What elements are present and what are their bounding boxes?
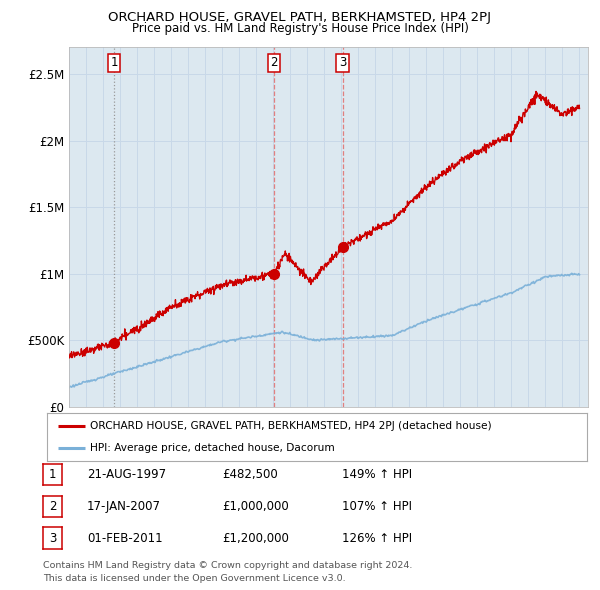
Text: 2: 2 xyxy=(270,56,278,69)
Text: 2: 2 xyxy=(49,500,56,513)
Text: ORCHARD HOUSE, GRAVEL PATH, BERKHAMSTED, HP4 2PJ: ORCHARD HOUSE, GRAVEL PATH, BERKHAMSTED,… xyxy=(109,11,491,24)
Text: 107% ↑ HPI: 107% ↑ HPI xyxy=(342,500,412,513)
Text: 3: 3 xyxy=(339,56,346,69)
Text: This data is licensed under the Open Government Licence v3.0.: This data is licensed under the Open Gov… xyxy=(43,574,346,583)
Text: 21-AUG-1997: 21-AUG-1997 xyxy=(87,468,166,481)
Text: £1,000,000: £1,000,000 xyxy=(222,500,289,513)
Text: Price paid vs. HM Land Registry's House Price Index (HPI): Price paid vs. HM Land Registry's House … xyxy=(131,22,469,35)
Text: HPI: Average price, detached house, Dacorum: HPI: Average price, detached house, Daco… xyxy=(90,443,335,453)
Text: 126% ↑ HPI: 126% ↑ HPI xyxy=(342,532,412,545)
Text: 1: 1 xyxy=(49,468,56,481)
Text: ORCHARD HOUSE, GRAVEL PATH, BERKHAMSTED, HP4 2PJ (detached house): ORCHARD HOUSE, GRAVEL PATH, BERKHAMSTED,… xyxy=(90,421,491,431)
Text: £1,200,000: £1,200,000 xyxy=(222,532,289,545)
Text: 01-FEB-2011: 01-FEB-2011 xyxy=(87,532,163,545)
Text: 3: 3 xyxy=(49,532,56,545)
Text: £482,500: £482,500 xyxy=(222,468,278,481)
Text: Contains HM Land Registry data © Crown copyright and database right 2024.: Contains HM Land Registry data © Crown c… xyxy=(43,561,413,570)
Text: 149% ↑ HPI: 149% ↑ HPI xyxy=(342,468,412,481)
Text: 17-JAN-2007: 17-JAN-2007 xyxy=(87,500,161,513)
Text: 1: 1 xyxy=(110,56,118,69)
